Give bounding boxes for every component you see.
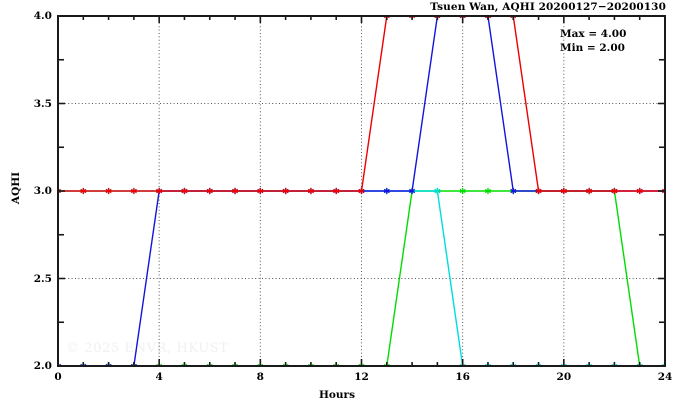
axis-frame xyxy=(57,15,666,367)
series-red-marker xyxy=(661,187,665,195)
series-red-marker xyxy=(586,187,593,195)
series-cyan-marker xyxy=(661,362,665,366)
series-blue-marker xyxy=(58,362,62,366)
series-red-marker xyxy=(80,187,87,195)
y-tick-label: 2.0 xyxy=(33,360,52,372)
min-label: Min = 2.00 xyxy=(560,42,625,54)
x-tick-label: 0 xyxy=(54,371,62,383)
minmax-annotation: Max = 4.00 Min = 2.00 xyxy=(560,27,626,55)
series-red-marker xyxy=(333,187,340,195)
series-green-marker xyxy=(484,187,491,195)
series-red-marker xyxy=(611,187,618,195)
y-tick-label: 3.0 xyxy=(33,185,52,197)
series-red-marker xyxy=(105,187,112,195)
series-cyan-marker xyxy=(434,187,441,195)
series-red-marker xyxy=(130,187,137,195)
series-red-marker xyxy=(636,187,643,195)
x-tick-label: 12 xyxy=(354,371,369,383)
series-red-marker xyxy=(282,187,289,195)
series-red-marker xyxy=(560,187,567,195)
y-tick-label: 4.0 xyxy=(33,10,52,22)
series-red-marker xyxy=(358,187,365,195)
x-tick-label: 8 xyxy=(256,371,264,383)
x-tick-label: 20 xyxy=(556,371,572,383)
series-blue-marker xyxy=(510,187,517,195)
chart-title: Tsuen Wan, AQHI 20200127−20200130 xyxy=(430,1,666,13)
x-tick-label: 16 xyxy=(455,371,470,383)
series-blue-marker xyxy=(409,187,416,195)
x-tick-label: 4 xyxy=(155,371,163,383)
x-tick-label: 24 xyxy=(657,371,673,383)
series-red-marker xyxy=(307,187,314,195)
series-red-marker xyxy=(535,187,542,195)
series-red-marker xyxy=(58,187,62,195)
series-blue-marker xyxy=(383,187,390,195)
x-axis-label: Hours xyxy=(318,389,355,401)
series-red-marker xyxy=(206,187,213,195)
series-red-marker xyxy=(181,187,188,195)
y-tick-label: 2.5 xyxy=(33,272,52,285)
series-green-marker xyxy=(459,187,466,195)
series-red-marker xyxy=(232,187,239,195)
series-red-marker xyxy=(156,187,163,195)
max-label: Max = 4.00 xyxy=(560,28,627,40)
series-red xyxy=(58,16,665,195)
y-tick-label: 3.5 xyxy=(33,97,52,110)
series-red-marker xyxy=(257,187,264,195)
